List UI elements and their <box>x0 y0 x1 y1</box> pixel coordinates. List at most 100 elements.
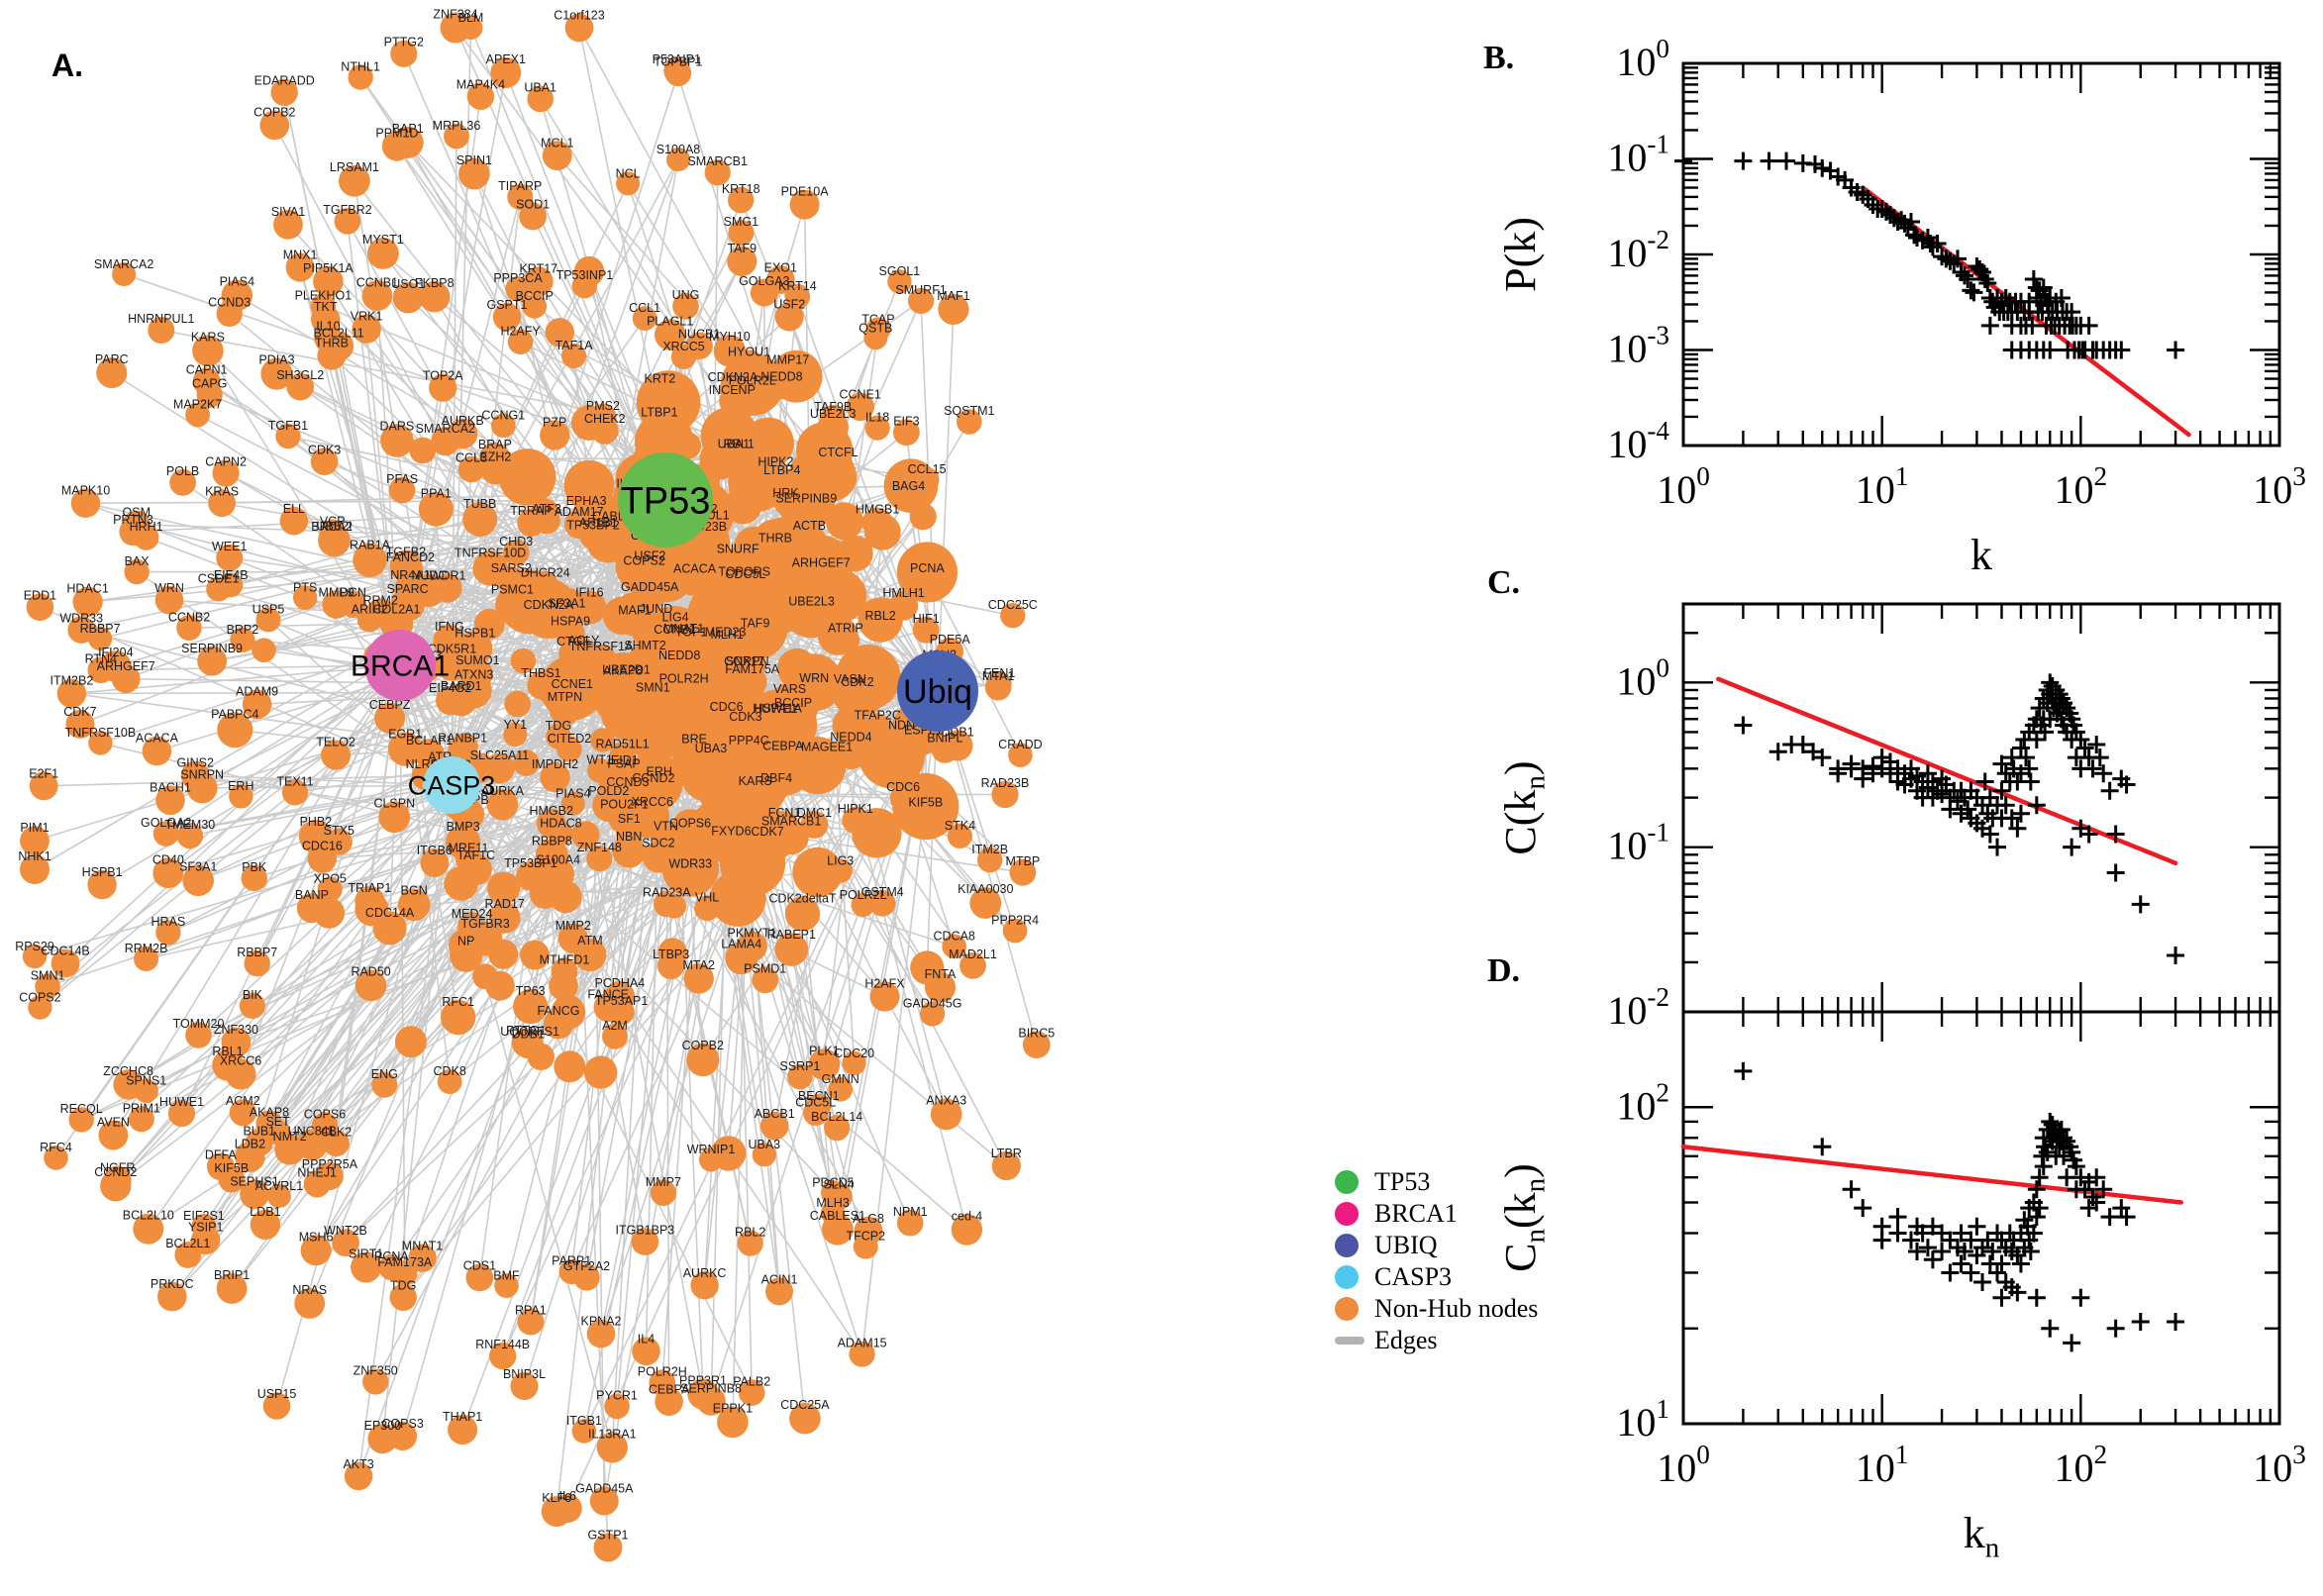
non-hub-node <box>590 417 619 445</box>
node-label: TOP2A <box>423 369 463 383</box>
network-nodes <box>20 12 1051 1562</box>
non-hub-node <box>474 608 505 640</box>
node-label: AURKC <box>683 1266 727 1280</box>
non-hub-node <box>392 282 424 314</box>
non-hub-node <box>381 131 412 161</box>
node-label: ACIN1 <box>761 1272 798 1286</box>
non-hub-node <box>596 1432 628 1463</box>
node-label: AKAP8 <box>603 664 643 678</box>
node-label: COPB2 <box>682 1039 724 1052</box>
node-label: CCNB1 <box>654 623 695 637</box>
non-hub-node <box>218 1166 246 1193</box>
node-label: PARC <box>95 352 129 366</box>
node-label: ATF3 <box>532 502 561 516</box>
legend-item-label: CASP3 <box>1374 1262 1453 1291</box>
non-hub-node <box>766 265 795 294</box>
node-label: SNURF <box>717 543 759 556</box>
node-label: ADAM15 <box>838 1337 887 1350</box>
non-hub-node <box>221 279 252 312</box>
non-hub-node <box>1022 1031 1051 1059</box>
non-hub-node <box>437 1069 462 1094</box>
legend-node-color-swatch <box>1335 1265 1359 1289</box>
node-label: BNIP3L <box>503 1367 546 1381</box>
non-hub-node <box>96 357 128 389</box>
node-label: HIPK1 <box>838 802 873 816</box>
node-label: LAMA4 <box>721 938 761 951</box>
non-hub-node <box>642 841 674 873</box>
legend-edge-line-swatch <box>1335 1337 1364 1345</box>
node-label: BARD1 <box>441 679 482 693</box>
node-label: ITGB6 <box>417 844 453 857</box>
non-hub-node <box>88 626 113 651</box>
non-hub-node <box>527 85 554 113</box>
non-hub-node <box>255 1110 283 1138</box>
node-label: GSTM4 <box>861 885 904 899</box>
node-label: FANCE <box>587 988 629 1002</box>
node-label: PPA1 <box>421 487 452 501</box>
non-hub-node <box>541 1496 572 1528</box>
node-label: SSRP1 <box>779 1059 820 1073</box>
node-label: NEDD4 <box>830 730 871 744</box>
non-hub-node <box>991 1150 1021 1181</box>
non-hub-node <box>713 335 747 367</box>
node-label: RNF144B <box>475 1338 530 1351</box>
node-label: XRCC6 <box>632 795 673 809</box>
node-label: COPS6 <box>669 817 711 831</box>
non-hub-node <box>112 262 137 286</box>
non-hub-node <box>70 488 101 518</box>
non-hub-node <box>737 931 767 962</box>
non-hub-node <box>556 736 582 762</box>
non-hub-node <box>925 971 956 1003</box>
non-hub-node <box>660 615 690 646</box>
node-label: FAM175A <box>725 662 780 676</box>
node-label: A2M <box>602 1019 628 1033</box>
non-hub-node <box>704 159 731 186</box>
non-hub-node <box>696 1386 726 1416</box>
node-label: BRCA2 <box>311 520 353 534</box>
node-label: POU2F1 <box>600 797 649 811</box>
legend-item: Non-Hub nodes <box>1335 1293 1538 1325</box>
non-hub-node <box>332 1229 359 1256</box>
non-hub-node <box>176 822 204 849</box>
non-hub-node <box>466 82 495 111</box>
node-label: CDC14B <box>41 945 89 958</box>
non-hub-node <box>774 302 804 332</box>
non-hub-node <box>589 1486 619 1516</box>
non-hub-node <box>488 939 519 969</box>
non-hub-node <box>864 713 890 739</box>
node-label: PRTN3 <box>113 513 153 527</box>
non-hub-node <box>513 749 540 776</box>
non-hub-node <box>561 343 587 369</box>
legend-node-color-swatch <box>1335 1234 1359 1257</box>
node-label: MLH3 <box>816 1196 849 1210</box>
non-hub-node <box>951 1214 983 1246</box>
legend-node-color-swatch <box>1335 1202 1359 1226</box>
node-label: POLR2L <box>729 373 776 387</box>
node-label: SMURF1 <box>895 283 946 297</box>
legend-node-color-swatch <box>1335 1297 1359 1321</box>
node-label: ZCCHC8 <box>103 1064 153 1078</box>
legend-item-label: UBIQ <box>1374 1231 1438 1259</box>
non-hub-node <box>490 57 522 88</box>
node-label: POLR2H <box>659 672 709 686</box>
non-hub-node <box>632 1337 660 1366</box>
node-label: DCN <box>340 586 366 600</box>
non-hub-node <box>773 686 806 720</box>
node-label: TNFRSF10D <box>454 546 526 559</box>
node-label: CCNB2 <box>168 610 210 624</box>
node-label: HRK <box>772 486 799 500</box>
non-hub-node <box>389 549 423 582</box>
node-label: PZP <box>543 416 566 430</box>
non-hub-node <box>683 963 714 994</box>
non-hub-node <box>884 723 919 757</box>
node-label: RPA1 <box>515 1304 547 1318</box>
non-hub-node <box>564 510 594 540</box>
node-label: PABPC4 <box>211 707 258 721</box>
non-hub-node <box>87 656 115 684</box>
non-hub-node <box>519 202 547 231</box>
non-hub-node <box>176 615 202 641</box>
non-hub-node <box>909 728 938 755</box>
non-hub-node <box>752 1143 776 1167</box>
node-label: YSIP1 <box>188 1221 223 1235</box>
